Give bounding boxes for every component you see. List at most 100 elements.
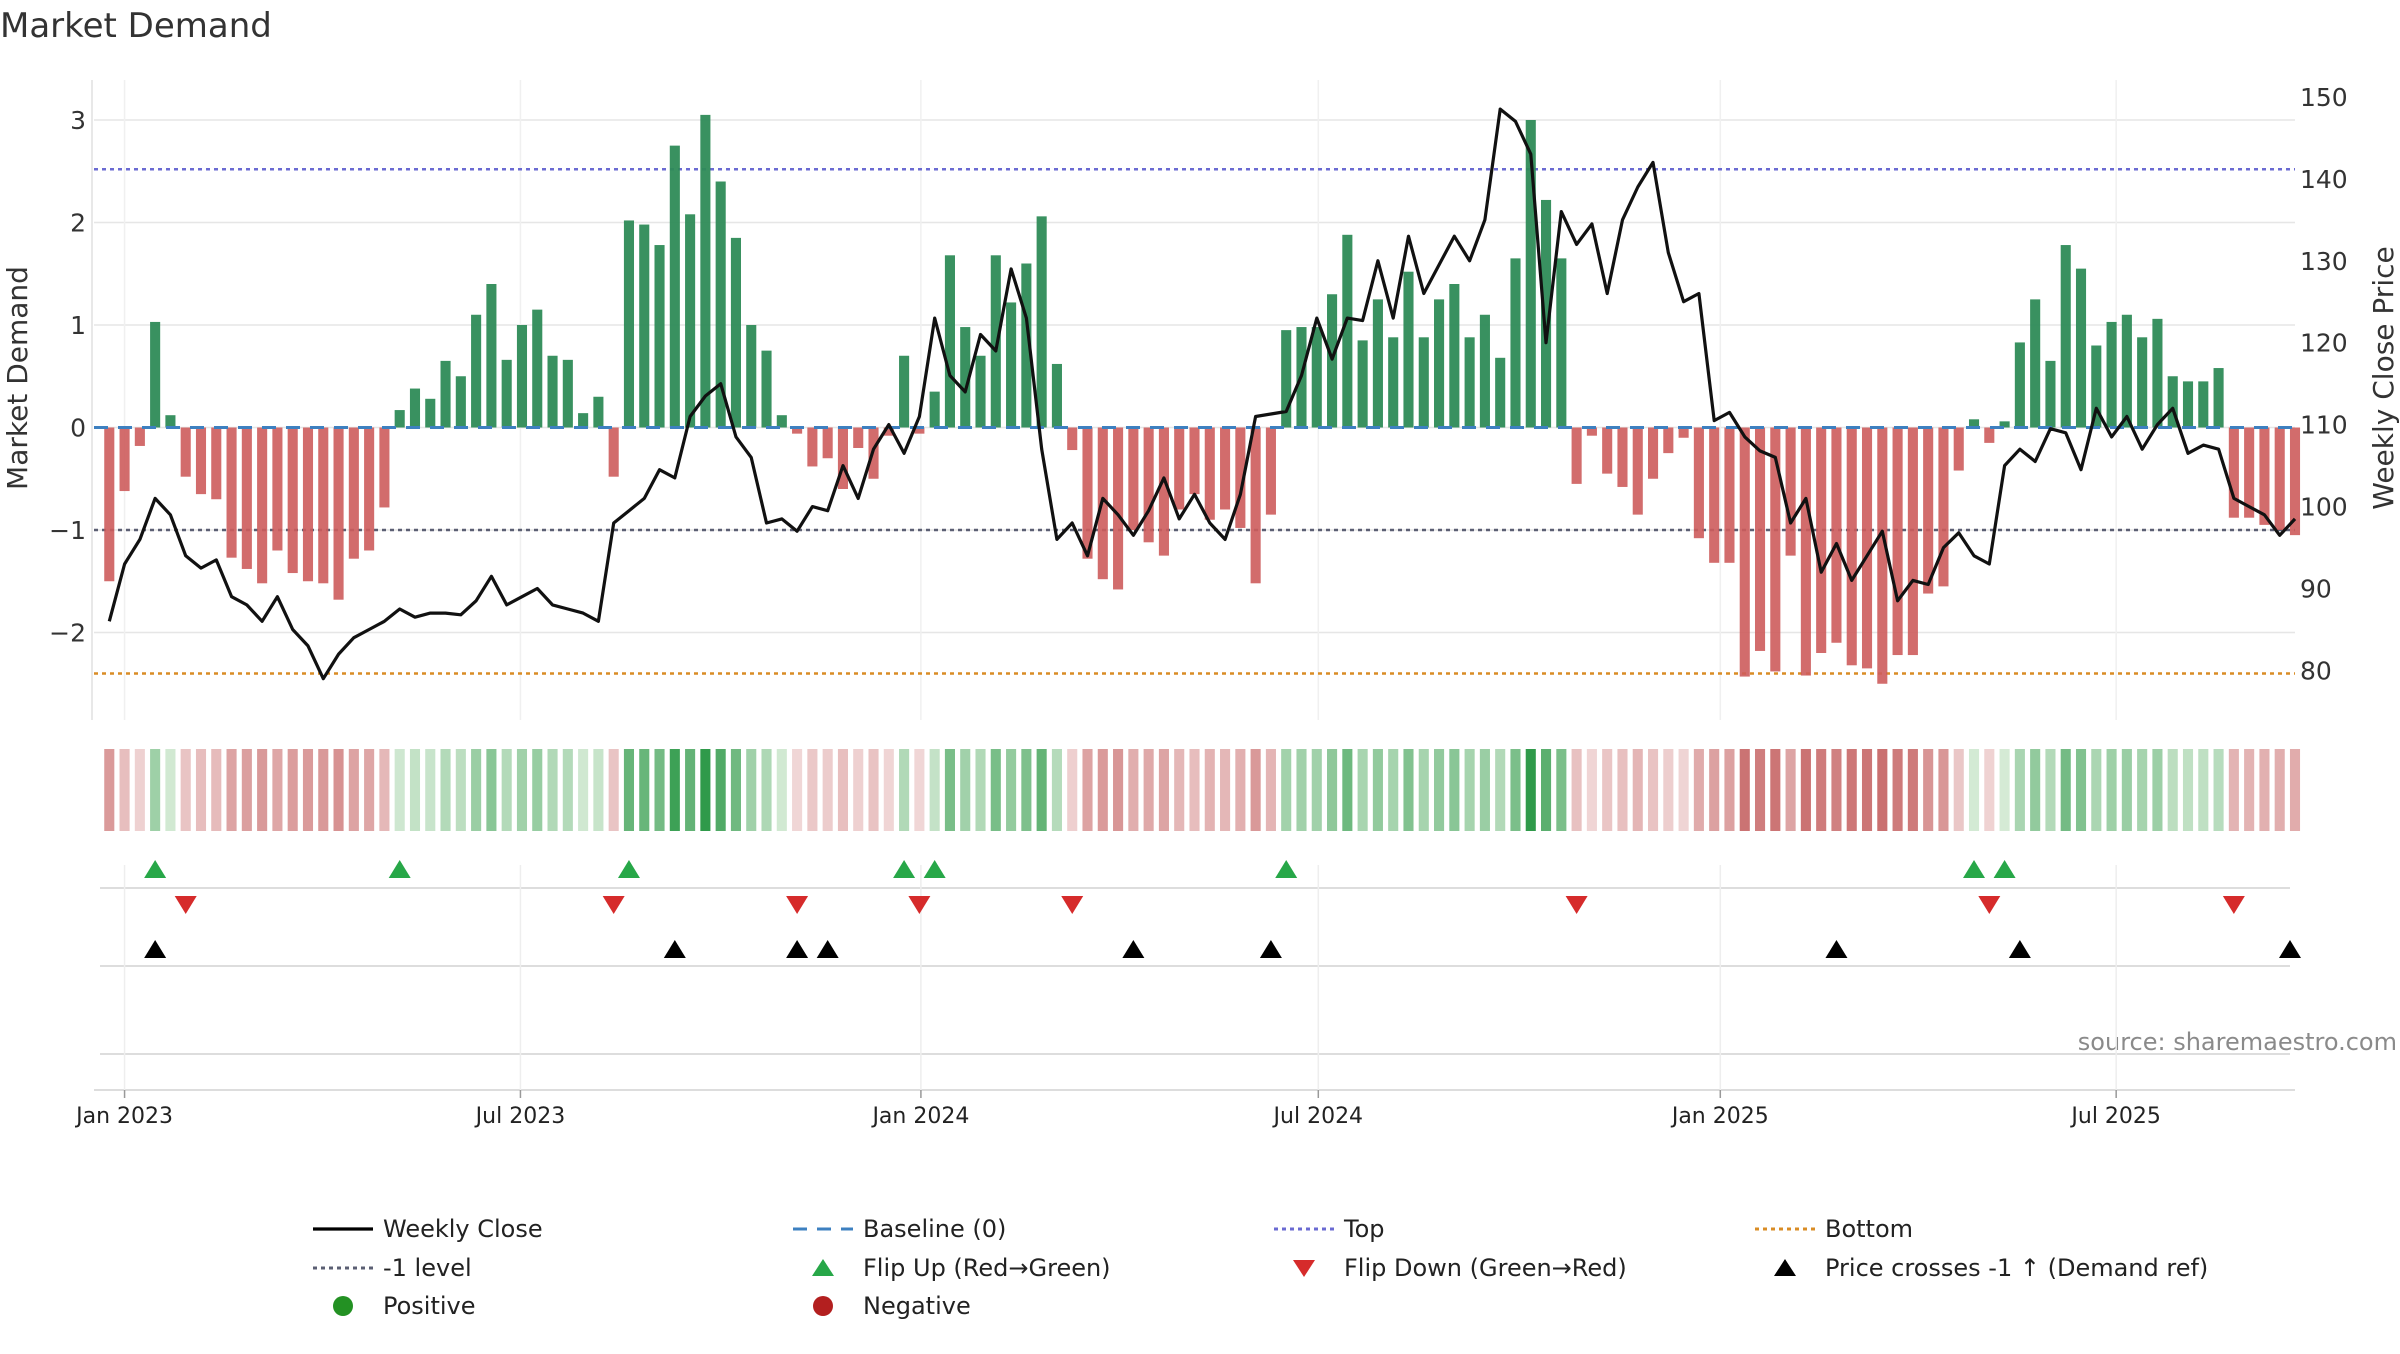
- heat-cell: [1174, 749, 1185, 831]
- heat-cell: [975, 749, 986, 831]
- flip-up-marker: [1993, 860, 2016, 878]
- heat-cell: [1265, 749, 1276, 831]
- legend-swatch-circle: [333, 1296, 353, 1316]
- heat-cell: [1846, 749, 1857, 831]
- heat-cell: [257, 749, 268, 831]
- heat-cell: [700, 749, 711, 831]
- y-tick-label: 1: [70, 311, 86, 340]
- positive-bar: [1388, 337, 1399, 428]
- demand-heat-strip: [104, 749, 2301, 831]
- positive-bar: [746, 325, 757, 428]
- positive-bar: [425, 398, 436, 428]
- positive-bar: [150, 321, 161, 428]
- positive-bar: [929, 391, 940, 428]
- positive-bar: [960, 327, 971, 428]
- y-tick-label: −2: [49, 619, 86, 648]
- heat-cell: [1663, 749, 1674, 831]
- negative-bar: [822, 427, 833, 459]
- heat-cell: [837, 749, 848, 831]
- heat-cell: [1220, 749, 1231, 831]
- heat-cell: [2228, 749, 2239, 831]
- heat-cell: [1938, 749, 1949, 831]
- heat-cell: [1158, 749, 1169, 831]
- heat-cell: [1571, 749, 1582, 831]
- heat-cell: [578, 749, 589, 831]
- negative-bar: [883, 427, 894, 436]
- heat-cell: [562, 749, 573, 831]
- negative-bar: [1128, 427, 1139, 530]
- heat-cell: [501, 749, 512, 831]
- heat-cell: [1586, 749, 1597, 831]
- heat-cell: [2106, 749, 2117, 831]
- positive-bar: [2014, 342, 2025, 428]
- positive-bar: [1021, 263, 1032, 428]
- positive-bar: [1510, 258, 1521, 428]
- heat-cell: [302, 749, 314, 831]
- negative-bar: [1113, 427, 1124, 590]
- negative-bar: [1617, 427, 1628, 487]
- heat-cell: [1831, 749, 1842, 831]
- negative-bar: [914, 427, 925, 434]
- heat-cell: [807, 749, 818, 831]
- price-cross-marker: [2279, 940, 2301, 958]
- heat-cell: [1877, 749, 1888, 831]
- negative-bar: [1663, 427, 1674, 454]
- positive-bar: [715, 181, 726, 428]
- heat-cell: [226, 749, 237, 831]
- positive-bar: [1541, 199, 1552, 428]
- positive-bar: [2030, 299, 2041, 428]
- positive-bar: [455, 376, 466, 428]
- heat-cell: [1724, 749, 1735, 831]
- negative-bar: [226, 427, 237, 558]
- heat-cell: [1892, 749, 1903, 831]
- axes: −2 −1 0 1 2 3 80 90 100 110 120 130 140 150: [49, 80, 2348, 720]
- heat-cell: [944, 749, 955, 831]
- positive-bar: [1327, 294, 1338, 428]
- positive-bar: [471, 314, 482, 428]
- heat-cell: [1449, 749, 1460, 831]
- heat-cell: [1525, 749, 1536, 831]
- heat-cell: [1602, 749, 1613, 831]
- negative-bar: [1831, 427, 1842, 643]
- negative-bar: [2274, 427, 2285, 530]
- heat-cell: [1984, 749, 1995, 831]
- legend-label: Weekly Close: [383, 1215, 543, 1243]
- heat-cell: [333, 749, 344, 831]
- heat-cell: [1632, 749, 1643, 831]
- heat-cell: [1816, 749, 1827, 831]
- y2-tick-label: 80: [2300, 657, 2332, 686]
- flip-down-marker: [602, 896, 625, 914]
- heat-cell: [1754, 749, 1766, 831]
- flip-up-marker: [617, 860, 640, 878]
- negative-bar: [2244, 427, 2255, 518]
- heat-cell: [364, 749, 375, 831]
- x-tick-label: Jan 2025: [1670, 1104, 1769, 1129]
- positive-bar: [639, 224, 650, 428]
- heat-cell: [2167, 749, 2178, 831]
- flip-up-marker: [893, 860, 916, 878]
- positive-bar: [1999, 421, 2010, 428]
- heat-cell: [1372, 749, 1383, 831]
- negative-bar: [1143, 427, 1154, 543]
- negative-bar: [1189, 427, 1200, 495]
- heat-cell: [1923, 749, 1934, 831]
- y-axis-label: Market Demand: [1, 266, 34, 490]
- y2-axis-label: Weekly Close Price: [2367, 246, 2400, 509]
- positive-bar: [1434, 299, 1445, 428]
- heat-cell: [899, 749, 910, 831]
- heat-cell: [1296, 749, 1307, 831]
- heat-cell: [623, 749, 635, 831]
- positive-bar: [2167, 376, 2178, 428]
- heat-cell: [2137, 749, 2148, 831]
- source-credit: source: sharemaestro.com: [2078, 1028, 2397, 1056]
- positive-bar: [593, 396, 604, 428]
- y2-tick-label: 90: [2300, 575, 2332, 604]
- price-cross-marker: [2008, 940, 2031, 958]
- legend-swatch-triangle-up: [1774, 1259, 1796, 1276]
- heat-cell: [2121, 749, 2132, 831]
- heat-cell: [2152, 749, 2163, 831]
- heat-cell: [2289, 749, 2301, 831]
- x-tick-label: Jul 2025: [2069, 1104, 2161, 1129]
- legend: Weekly Close Baseline (0) Top Bottom -1 leve…: [313, 1215, 2208, 1320]
- price-cross-marker: [663, 940, 686, 958]
